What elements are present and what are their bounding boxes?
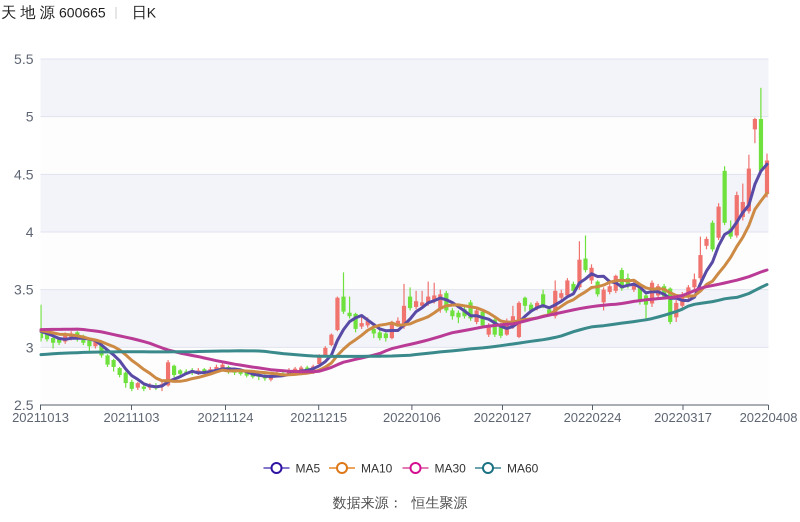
svg-text:20220317: 20220317 (654, 410, 712, 425)
svg-text:MA30: MA30 (435, 461, 467, 475)
svg-text:20211103: 20211103 (104, 410, 160, 425)
svg-text:20220408: 20220408 (740, 410, 798, 425)
svg-text:3: 3 (26, 339, 34, 355)
svg-text:K: K (147, 5, 157, 21)
svg-text:20211215: 20211215 (290, 410, 347, 425)
svg-text:20220127: 20220127 (474, 410, 532, 425)
svg-text:2.5: 2.5 (14, 397, 34, 413)
svg-text:600665: 600665 (59, 5, 106, 21)
svg-text:20211124: 20211124 (198, 410, 254, 425)
svg-text:4: 4 (26, 224, 34, 240)
svg-text:3.5: 3.5 (14, 282, 34, 298)
svg-text:5.5: 5.5 (14, 51, 34, 67)
svg-text:4.5: 4.5 (14, 166, 34, 182)
svg-text:20220106: 20220106 (383, 410, 441, 425)
svg-text:20211013: 20211013 (12, 410, 69, 425)
svg-text:5: 5 (26, 109, 34, 125)
svg-text:MA5: MA5 (296, 461, 321, 475)
svg-text:20220224: 20220224 (564, 410, 622, 425)
svg-text:MA60: MA60 (507, 461, 539, 475)
svg-text:MA10: MA10 (361, 461, 393, 475)
